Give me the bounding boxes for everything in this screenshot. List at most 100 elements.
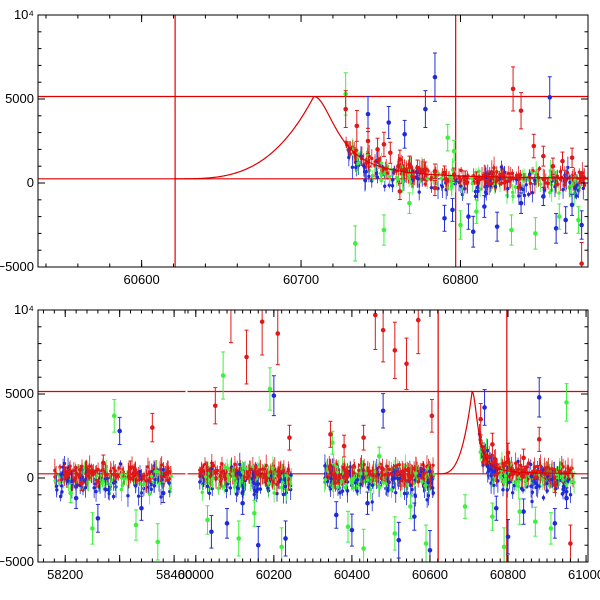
blue-point (333, 512, 339, 518)
noise-point (516, 467, 521, 472)
noise-point (207, 491, 212, 495)
red-point (128, 465, 133, 471)
red-point (490, 442, 495, 447)
noise-point (276, 474, 281, 479)
noise-point (339, 480, 343, 485)
noise-point (258, 474, 263, 478)
green-point (90, 526, 95, 531)
noise-point (394, 490, 398, 495)
red-point (397, 157, 403, 162)
noise-point (342, 467, 347, 472)
noise-point (271, 466, 275, 470)
noise-point (366, 469, 370, 473)
blue-series (73, 375, 569, 562)
red-point (541, 153, 546, 159)
noise-point (569, 480, 573, 484)
noise-point (362, 164, 366, 168)
noise-point (374, 171, 379, 176)
noise-point (516, 173, 521, 177)
green-series (343, 72, 581, 262)
noise-point (255, 487, 260, 492)
red-point (432, 185, 438, 191)
noise-point (548, 190, 552, 195)
noise-point (510, 190, 515, 195)
noise-point (219, 480, 223, 484)
noise-point (408, 180, 413, 184)
noise-point (133, 484, 138, 488)
green-point (408, 504, 413, 509)
noise-point (367, 471, 371, 476)
noise-point (72, 469, 76, 473)
x-tick-label: 58200 (47, 567, 83, 582)
noise-point (222, 485, 226, 489)
noise-point (568, 468, 572, 472)
noise-point (532, 479, 536, 484)
noise-point (254, 464, 258, 469)
noise-point (232, 476, 236, 480)
noise-point (370, 156, 374, 161)
noise-point (281, 480, 285, 485)
blue-point (412, 514, 417, 519)
red-point (521, 455, 526, 461)
green-point (205, 517, 210, 523)
noise-point (428, 478, 432, 482)
blue-point (553, 226, 559, 231)
blue-point (240, 500, 245, 506)
green-point (381, 227, 387, 233)
blue-point (283, 536, 288, 541)
noise-point (58, 465, 62, 469)
noise-point (573, 186, 577, 191)
noise-point (450, 168, 455, 172)
noise-point (550, 477, 554, 482)
noise-point (410, 487, 414, 492)
noise-point (418, 473, 422, 478)
noise-point (226, 478, 231, 482)
red-point (397, 189, 403, 194)
noise-point (561, 474, 565, 478)
green-point (352, 241, 358, 246)
noise-point (276, 469, 280, 474)
red-series (62, 310, 573, 562)
noise-point (530, 191, 535, 195)
noise-point (493, 184, 498, 189)
red-point (505, 450, 511, 456)
noise-point (492, 483, 496, 487)
x-tick-label: 58400 (156, 567, 192, 582)
noise-point (361, 475, 365, 480)
blue-point (380, 408, 386, 414)
red-point (423, 167, 428, 172)
noise-point (473, 189, 478, 194)
noise-point (117, 466, 121, 470)
noise-point (495, 170, 499, 174)
noise-point (470, 182, 475, 186)
noise-point (54, 479, 58, 483)
noise-point (425, 498, 429, 502)
blue-point (117, 428, 122, 434)
blue-point (271, 393, 277, 398)
noise-point (347, 155, 351, 160)
noise-point (138, 469, 142, 474)
blue-point (139, 505, 144, 511)
noise-point (538, 182, 543, 186)
noise-point (534, 485, 539, 490)
x-tick-label: 60800 (490, 567, 526, 582)
noise-point (554, 183, 558, 187)
red-point (354, 123, 360, 129)
noise-point (108, 482, 112, 486)
noise-point (401, 179, 405, 184)
noise-point (119, 487, 124, 492)
noise-point (329, 483, 334, 487)
noise-point (547, 483, 552, 488)
red-point (568, 541, 573, 546)
noise-point (149, 470, 154, 474)
noise-point (200, 490, 204, 495)
noise-point (338, 491, 342, 495)
y-tick-label: 5000 (5, 91, 34, 106)
noise-point (450, 185, 454, 189)
noise-point (512, 483, 516, 488)
noise-point (526, 192, 531, 197)
noise-point (91, 472, 95, 477)
green-point (407, 200, 412, 206)
noise-point (92, 486, 96, 490)
noise-point (561, 188, 565, 192)
